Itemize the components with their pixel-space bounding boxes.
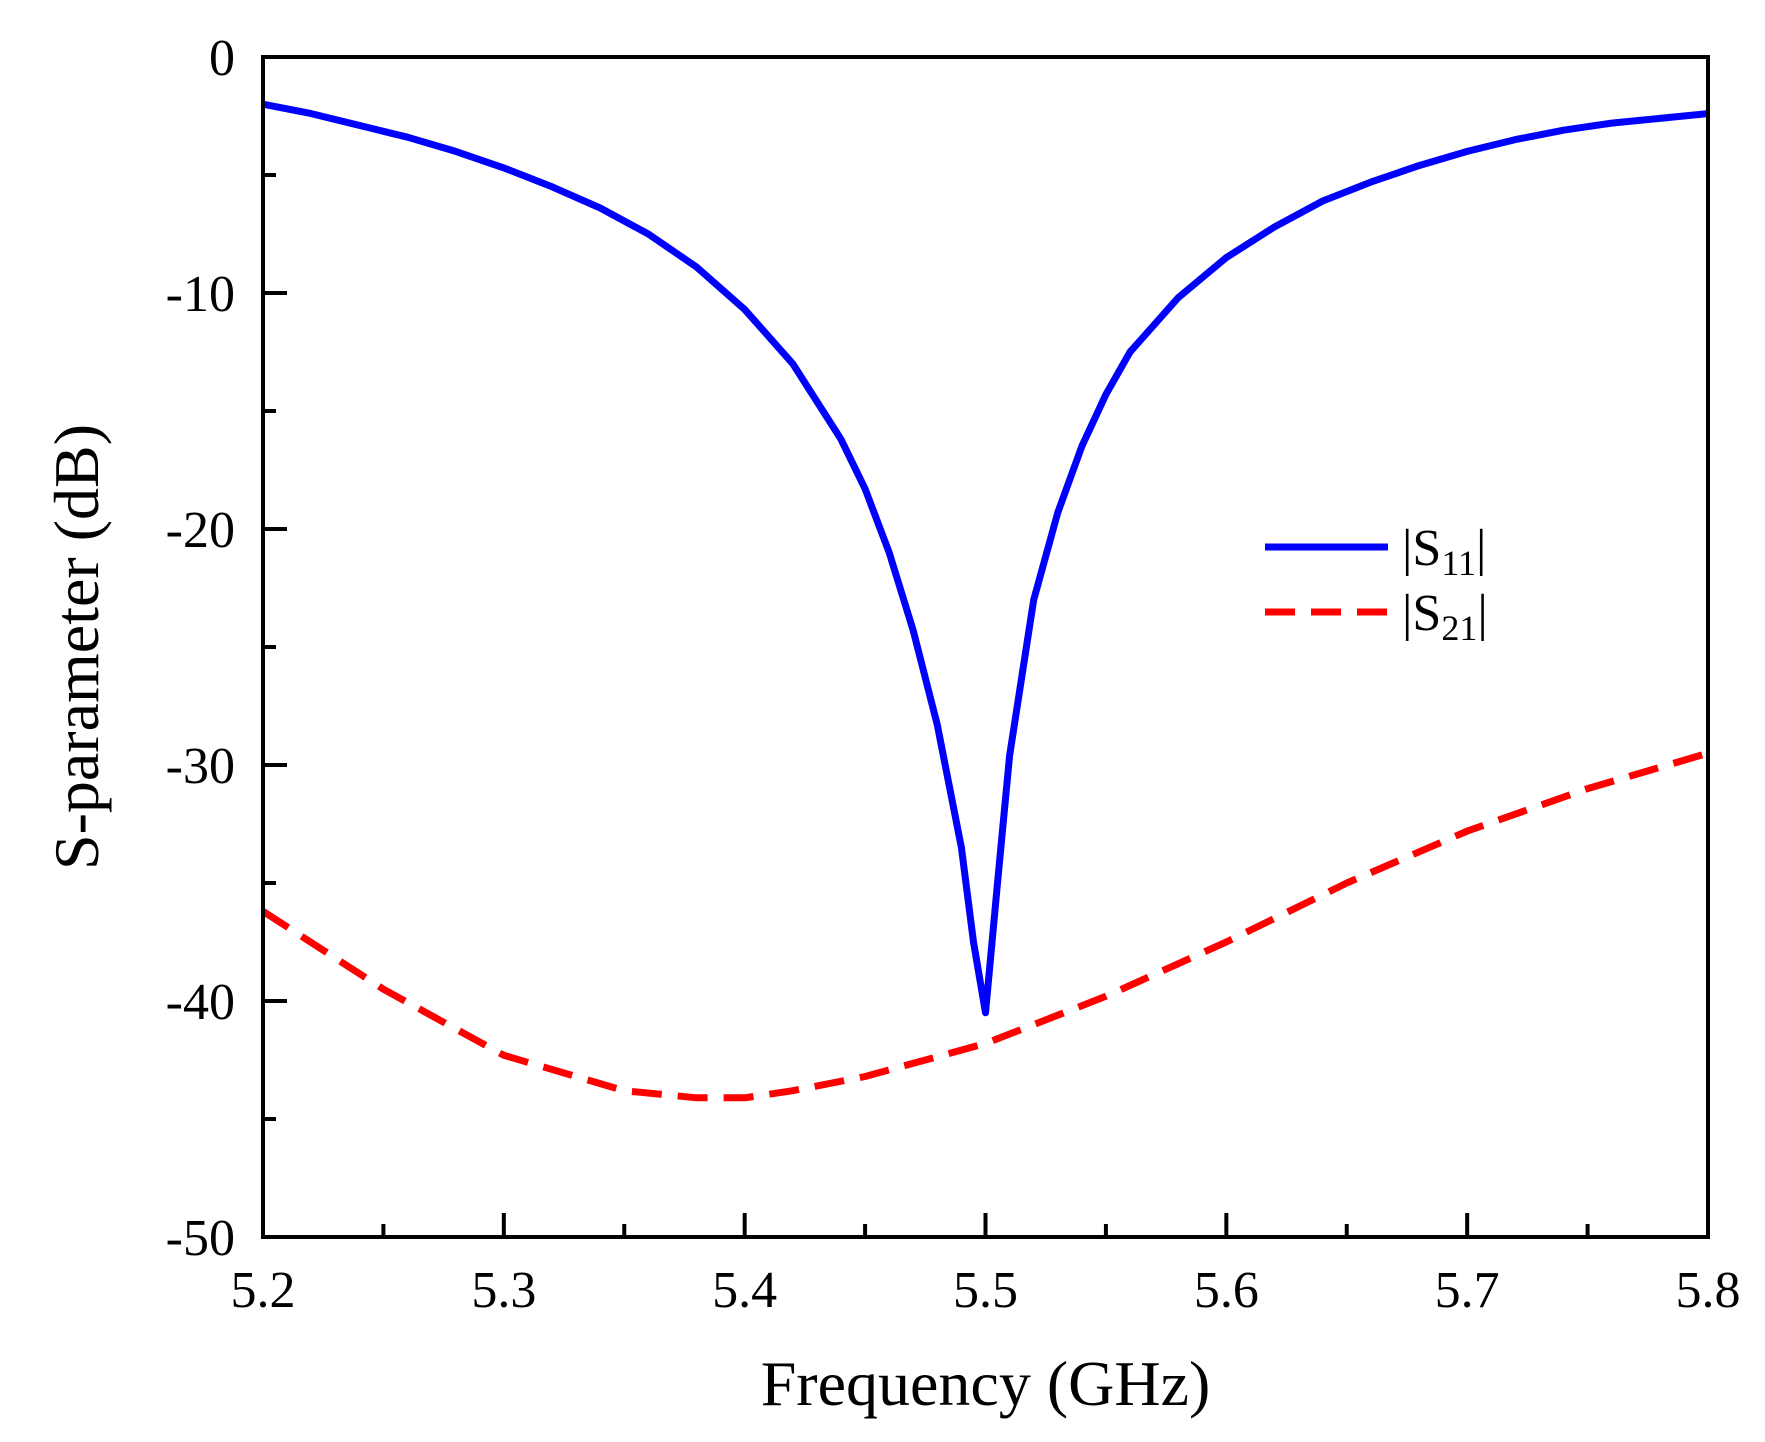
y-tick-label: -40: [166, 974, 235, 1031]
x-tick-label: 5.3: [471, 1262, 536, 1319]
series-line-s11: [263, 100, 1708, 1017]
y-tick-label: -30: [166, 738, 235, 795]
legend: |S11||S21|: [1265, 520, 1488, 648]
x-axis-title: Frequency (GHz): [761, 1348, 1211, 1419]
y-tick-labels: 0 -10 -20 -30 -40 -50: [166, 30, 235, 1267]
legend-label-s11: |S11|: [1402, 520, 1486, 583]
y-tick-label: -20: [166, 502, 235, 559]
x-tick-label: 5.7: [1435, 1262, 1500, 1319]
x-tick-label: 5.6: [1194, 1262, 1259, 1319]
series-line-s21: [263, 749, 1708, 1102]
minor-ticks: [263, 173, 1590, 1237]
y-axis-title: S-parameter (dB): [41, 424, 112, 870]
y-tick-label: -10: [166, 266, 235, 323]
y-tick-label: -50: [166, 1210, 235, 1267]
x-tick-label: 5.2: [231, 1262, 296, 1319]
x-tick-label: 5.5: [953, 1262, 1018, 1319]
x-tick-labels: 5.2 5.3 5.4 5.5 5.6 5.7 5.8: [231, 1262, 1741, 1319]
major-ticks: [261, 55, 1710, 1239]
y-tick-label: 0: [209, 30, 235, 87]
x-tick-label: 5.8: [1676, 1262, 1741, 1319]
x-tick-label: 5.4: [712, 1262, 777, 1319]
plot-frame: [261, 55, 1710, 1239]
legend-label-s21: |S21|: [1402, 585, 1488, 648]
series-layer: [263, 100, 1708, 1102]
